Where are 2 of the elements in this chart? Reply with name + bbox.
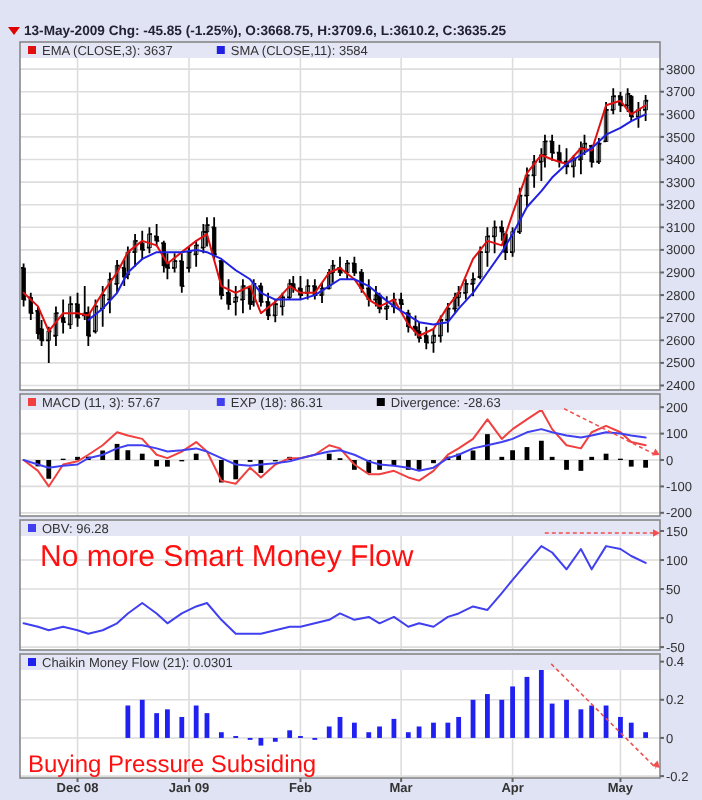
annotation: No more Smart Money Flow: [40, 540, 414, 574]
annotation: Buying Pressure Subsiding: [28, 750, 317, 778]
